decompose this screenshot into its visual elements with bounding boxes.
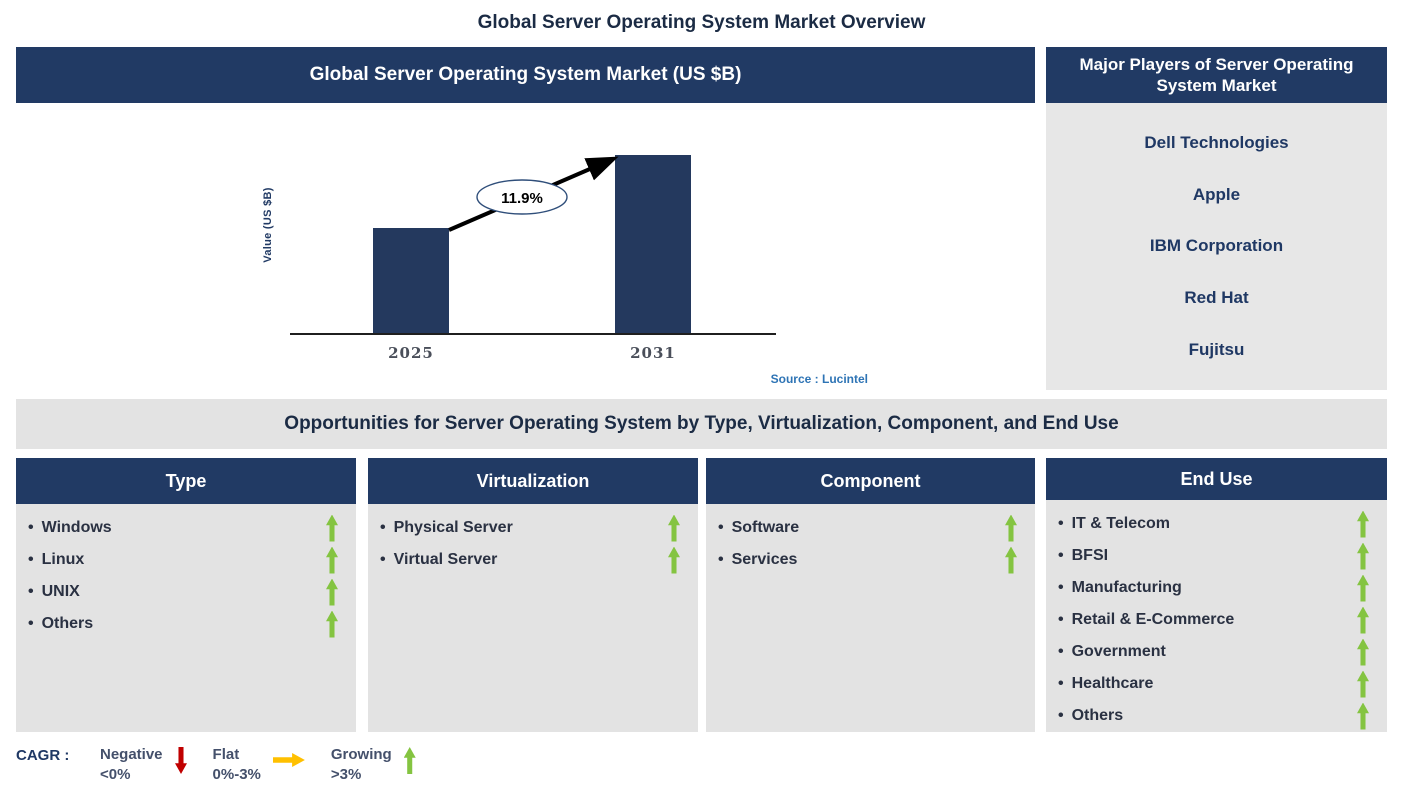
growing-arrow-icon	[1005, 514, 1017, 542]
item-label: Government	[1058, 643, 1166, 661]
market-chart-panel: Global Server Operating System Market (U…	[16, 47, 1035, 390]
cagr-arrow-annotation: 11.9%	[448, 156, 619, 232]
negative-arrow-icon	[175, 747, 187, 774]
player-name: Red Hat	[1184, 288, 1249, 308]
item-label: Linux	[28, 551, 85, 569]
growing-arrow-icon	[403, 747, 416, 774]
item-label: Windows	[28, 519, 112, 537]
legend-range: <0%	[100, 765, 131, 783]
growing-arrow-icon	[326, 514, 338, 542]
column-type-header: Type	[16, 458, 356, 504]
item-label: Services	[718, 551, 798, 569]
list-item: Others	[1058, 700, 1375, 732]
growing-arrow-icon	[326, 578, 338, 606]
player-name: IBM Corporation	[1149, 236, 1284, 256]
list-item: Windows	[28, 512, 344, 544]
growing-arrow-icon	[1357, 510, 1369, 538]
list-item: BFSI	[1058, 540, 1375, 572]
major-players-header: Major Players of Server Operating System…	[1046, 47, 1387, 103]
chart-panel-header: Global Server Operating System Market (U…	[16, 47, 1035, 103]
column-virtualization: Virtualization Physical Server Virtual S…	[368, 458, 698, 732]
item-label: Healthcare	[1058, 675, 1154, 693]
major-players-panel: Major Players of Server Operating System…	[1046, 47, 1387, 390]
growing-arrow-icon	[1357, 542, 1369, 570]
growing-arrow-icon	[1357, 606, 1369, 634]
legend-range: 0%-3%	[212, 765, 261, 783]
source-label: Source : Lucintel	[770, 372, 868, 386]
column-type: Type Windows Linux UNIX Others	[16, 458, 356, 732]
list-item: Healthcare	[1058, 668, 1375, 700]
list-item: Software	[718, 512, 1023, 544]
player-name: Apple	[1192, 184, 1241, 204]
cagr-value: 11.9%	[501, 190, 543, 207]
column-end-use-header: End Use	[1046, 458, 1387, 500]
page-title: Global Server Operating System Market Ov…	[477, 12, 926, 33]
flat-arrow-icon	[272, 753, 305, 767]
column-virtualization-header: Virtualization	[368, 458, 698, 504]
list-item: IT & Telecom	[1058, 508, 1375, 540]
list-item: Services	[718, 544, 1023, 576]
list-item: Retail & E-Commerce	[1058, 604, 1375, 636]
item-label: IT & Telecom	[1058, 515, 1170, 533]
legend-entry-flat: Flat 0%-3%	[213, 745, 305, 784]
legend-range: >3%	[330, 765, 362, 783]
cagr-legend: CAGR : Negative <0% Flat 0%-3% Growing >…	[16, 745, 442, 784]
bar-2031	[615, 155, 691, 333]
legend-entry-growing: Growing >3%	[331, 745, 416, 784]
legend-name: Negative	[100, 746, 163, 763]
cagr-legend-label: CAGR :	[16, 747, 70, 764]
legend-entry-negative: Negative <0%	[100, 745, 187, 784]
list-item: Manufacturing	[1058, 572, 1375, 604]
item-label: Physical Server	[380, 519, 513, 537]
bar-chart: Value (US $B) 2025 2031 11.9% Source	[16, 103, 1035, 390]
list-item: Others	[28, 608, 344, 640]
legend-name: Growing	[330, 746, 392, 763]
growing-arrow-icon	[1357, 638, 1369, 666]
item-label: BFSI	[1058, 547, 1108, 565]
item-label: Software	[718, 519, 800, 537]
column-component: Component Software Services	[706, 458, 1035, 732]
player-name: Dell Technologies	[1144, 132, 1289, 152]
item-label: UNIX	[28, 583, 80, 601]
x-tick-2031: 2031	[630, 344, 676, 362]
list-item: UNIX	[28, 576, 344, 608]
player-name: Fujitsu	[1188, 340, 1245, 360]
growing-arrow-icon	[1357, 702, 1369, 730]
item-label: Virtual Server	[380, 551, 498, 569]
column-component-header: Component	[706, 458, 1035, 504]
growing-arrow-icon	[1357, 670, 1369, 698]
growing-arrow-icon	[326, 546, 338, 574]
item-label: Others	[28, 615, 94, 633]
growing-arrow-icon	[668, 514, 680, 542]
major-players-list: Dell Technologies Apple IBM Corporation …	[1046, 103, 1387, 390]
growing-arrow-icon	[1005, 546, 1017, 574]
opportunity-columns: Type Windows Linux UNIX Others	[16, 458, 1387, 732]
top-section: Global Server Operating System Market (U…	[16, 47, 1387, 390]
item-label: Others	[1058, 707, 1124, 725]
bar-2025	[373, 228, 449, 333]
growing-arrow-icon	[1357, 574, 1369, 602]
column-end-use: End Use IT & Telecom BFSI Manufacturing …	[1046, 458, 1387, 732]
list-item: Linux	[28, 544, 344, 576]
list-item: Government	[1058, 636, 1375, 668]
cagr-ellipse	[476, 179, 568, 215]
list-item: Physical Server	[380, 512, 686, 544]
item-label: Retail & E-Commerce	[1058, 611, 1235, 629]
x-axis-line	[290, 333, 776, 335]
opportunities-title: Opportunities for Server Operating Syste…	[16, 399, 1387, 449]
growing-arrow-icon	[326, 610, 338, 638]
item-label: Manufacturing	[1058, 579, 1182, 597]
growing-arrow-icon	[668, 546, 680, 574]
x-tick-2025: 2025	[388, 344, 434, 362]
legend-name: Flat	[212, 746, 240, 763]
list-item: Virtual Server	[380, 544, 686, 576]
